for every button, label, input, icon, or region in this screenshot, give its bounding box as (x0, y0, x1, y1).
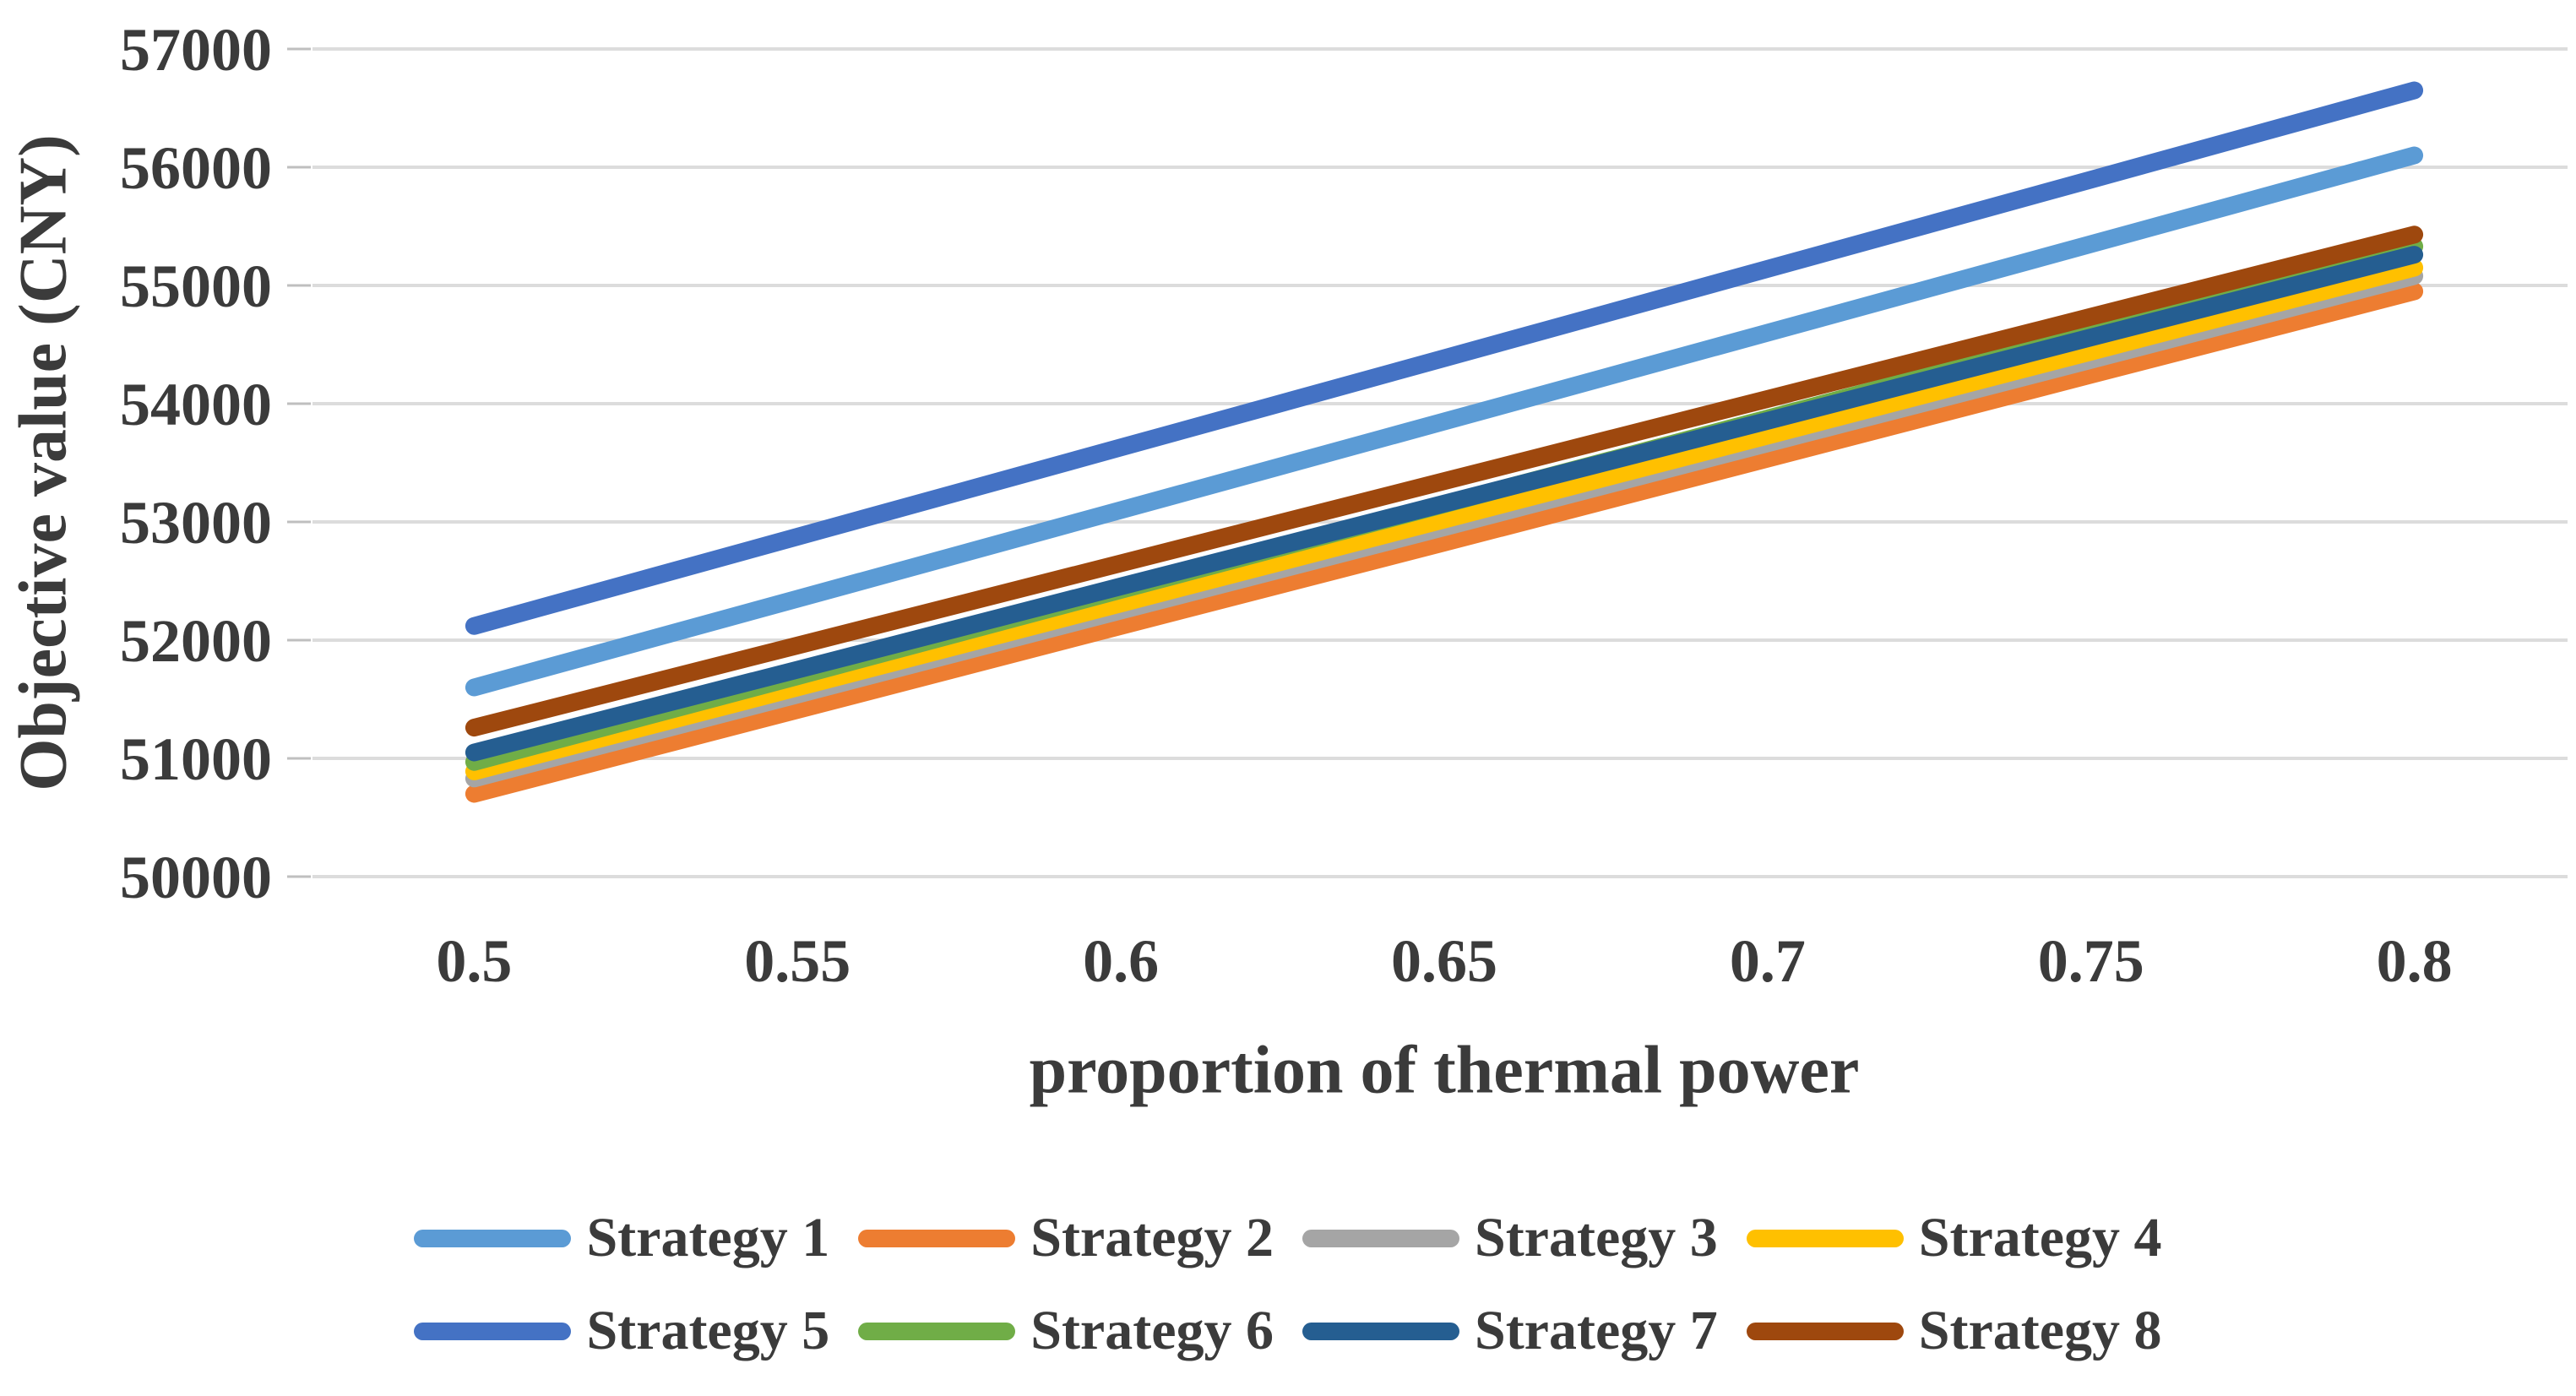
series-line-strategy-1 (465, 146, 2424, 697)
legend-row-2: Strategy 5 Strategy 6 Strategy 7 Strategy 8 (414, 1300, 2162, 1361)
y-tick-label-57000: 57000 (120, 16, 272, 84)
legend-item-strategy-5: Strategy 5 (414, 1301, 829, 1361)
legend-label-strategy-1: Strategy 1 (586, 1207, 830, 1268)
legend-item-strategy-3: Strategy 3 (1302, 1208, 1718, 1268)
x-axis-tick-labels: 0.5 0.55 0.6 0.65 0.7 0.75 0.8 (436, 927, 2452, 995)
x-axis-title: proportion of thermal power (1029, 1033, 1860, 1108)
legend-label-strategy-4: Strategy 4 (1918, 1207, 2162, 1268)
series-line-strategy-4 (465, 258, 2424, 780)
x-tick-label-0.6: 0.6 (1083, 927, 1159, 995)
series-line-strategy-5 (465, 81, 2424, 635)
series-line-strategy-7 (465, 246, 2424, 762)
series-lines (465, 81, 2424, 803)
legend-swatch-strategy-2 (858, 1229, 1016, 1247)
x-tick-label-0.8: 0.8 (2377, 927, 2453, 995)
y-tick-label-54000: 54000 (120, 371, 272, 438)
legend: Strategy 1 Strategy 2 Strategy 3 Strategy 4… (0, 1208, 2576, 1361)
legend-label-strategy-2: Strategy 2 (1030, 1207, 1274, 1268)
legend-label-strategy-3: Strategy 3 (1475, 1207, 1718, 1268)
legend-swatch-strategy-3 (1302, 1229, 1459, 1247)
legend-label-strategy-8: Strategy 8 (1918, 1300, 2162, 1361)
legend-item-strategy-1: Strategy 1 (414, 1208, 829, 1268)
y-tick-label-50000: 50000 (120, 844, 272, 911)
legend-swatch-strategy-8 (1746, 1322, 1904, 1340)
series-line-strategy-2 (465, 282, 2424, 803)
y-tick-label-53000: 53000 (120, 489, 272, 557)
y-tick-label-55000: 55000 (120, 253, 272, 320)
legend-label-strategy-6: Strategy 6 (1030, 1300, 1274, 1361)
legend-item-strategy-4: Strategy 4 (1746, 1207, 2162, 1268)
y-tick-label-52000: 52000 (120, 607, 272, 675)
y-tick-label-51000: 51000 (120, 725, 272, 793)
legend-swatch-strategy-1 (414, 1229, 572, 1247)
y-axis-tick-labels: 50000 51000 52000 53000 54000 55000 56000 57000 (120, 16, 272, 911)
y-axis-title: Objective value (CNY) (6, 134, 81, 791)
y-axis-tick-marks (287, 47, 311, 878)
series-line-strategy-8 (465, 225, 2424, 737)
legend-swatch-strategy-7 (1302, 1322, 1459, 1340)
legend-row-1: Strategy 1 Strategy 2 Strategy 3 Strategy 4 (414, 1207, 2162, 1268)
legend-swatch-strategy-6 (858, 1322, 1016, 1340)
x-tick-label-0.7: 0.7 (1730, 927, 1806, 995)
legend-item-strategy-8: Strategy 8 (1746, 1300, 2162, 1361)
x-tick-label-0.55: 0.55 (744, 927, 851, 995)
x-tick-label-0.75: 0.75 (2038, 927, 2144, 995)
gridlines (312, 47, 2568, 878)
legend-swatch-strategy-5 (414, 1322, 572, 1340)
x-tick-label-0.65: 0.65 (1391, 927, 1497, 995)
legend-item-strategy-7: Strategy 7 (1302, 1301, 1718, 1361)
x-tick-label-0.5: 0.5 (436, 927, 512, 995)
y-tick-label-56000: 56000 (120, 134, 272, 202)
legend-item-strategy-6: Strategy 6 (858, 1301, 1274, 1361)
legend-label-strategy-7: Strategy 7 (1475, 1300, 1718, 1361)
legend-swatch-strategy-4 (1746, 1229, 1904, 1247)
legend-item-strategy-2: Strategy 2 (858, 1208, 1274, 1268)
legend-label-strategy-5: Strategy 5 (586, 1300, 830, 1361)
